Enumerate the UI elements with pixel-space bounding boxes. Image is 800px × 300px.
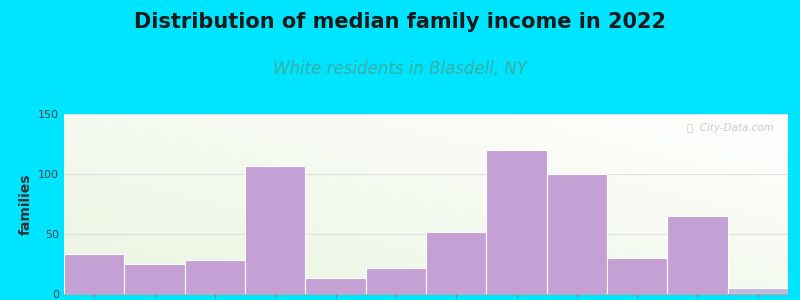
Y-axis label: families: families: [18, 173, 33, 235]
Bar: [185, 260, 245, 294]
Bar: [486, 150, 546, 294]
Bar: [366, 268, 426, 294]
Bar: [64, 254, 124, 294]
Bar: [426, 232, 486, 294]
Text: ⓘ  City-Data.com: ⓘ City-Data.com: [686, 123, 774, 133]
Text: Distribution of median family income in 2022: Distribution of median family income in …: [134, 12, 666, 32]
Bar: [124, 264, 185, 294]
Bar: [245, 166, 306, 294]
Bar: [728, 288, 788, 294]
Bar: [306, 278, 366, 294]
Bar: [667, 216, 728, 294]
Bar: [546, 174, 607, 294]
Bar: [607, 258, 667, 294]
Text: White residents in Blasdell, NY: White residents in Blasdell, NY: [273, 60, 527, 78]
